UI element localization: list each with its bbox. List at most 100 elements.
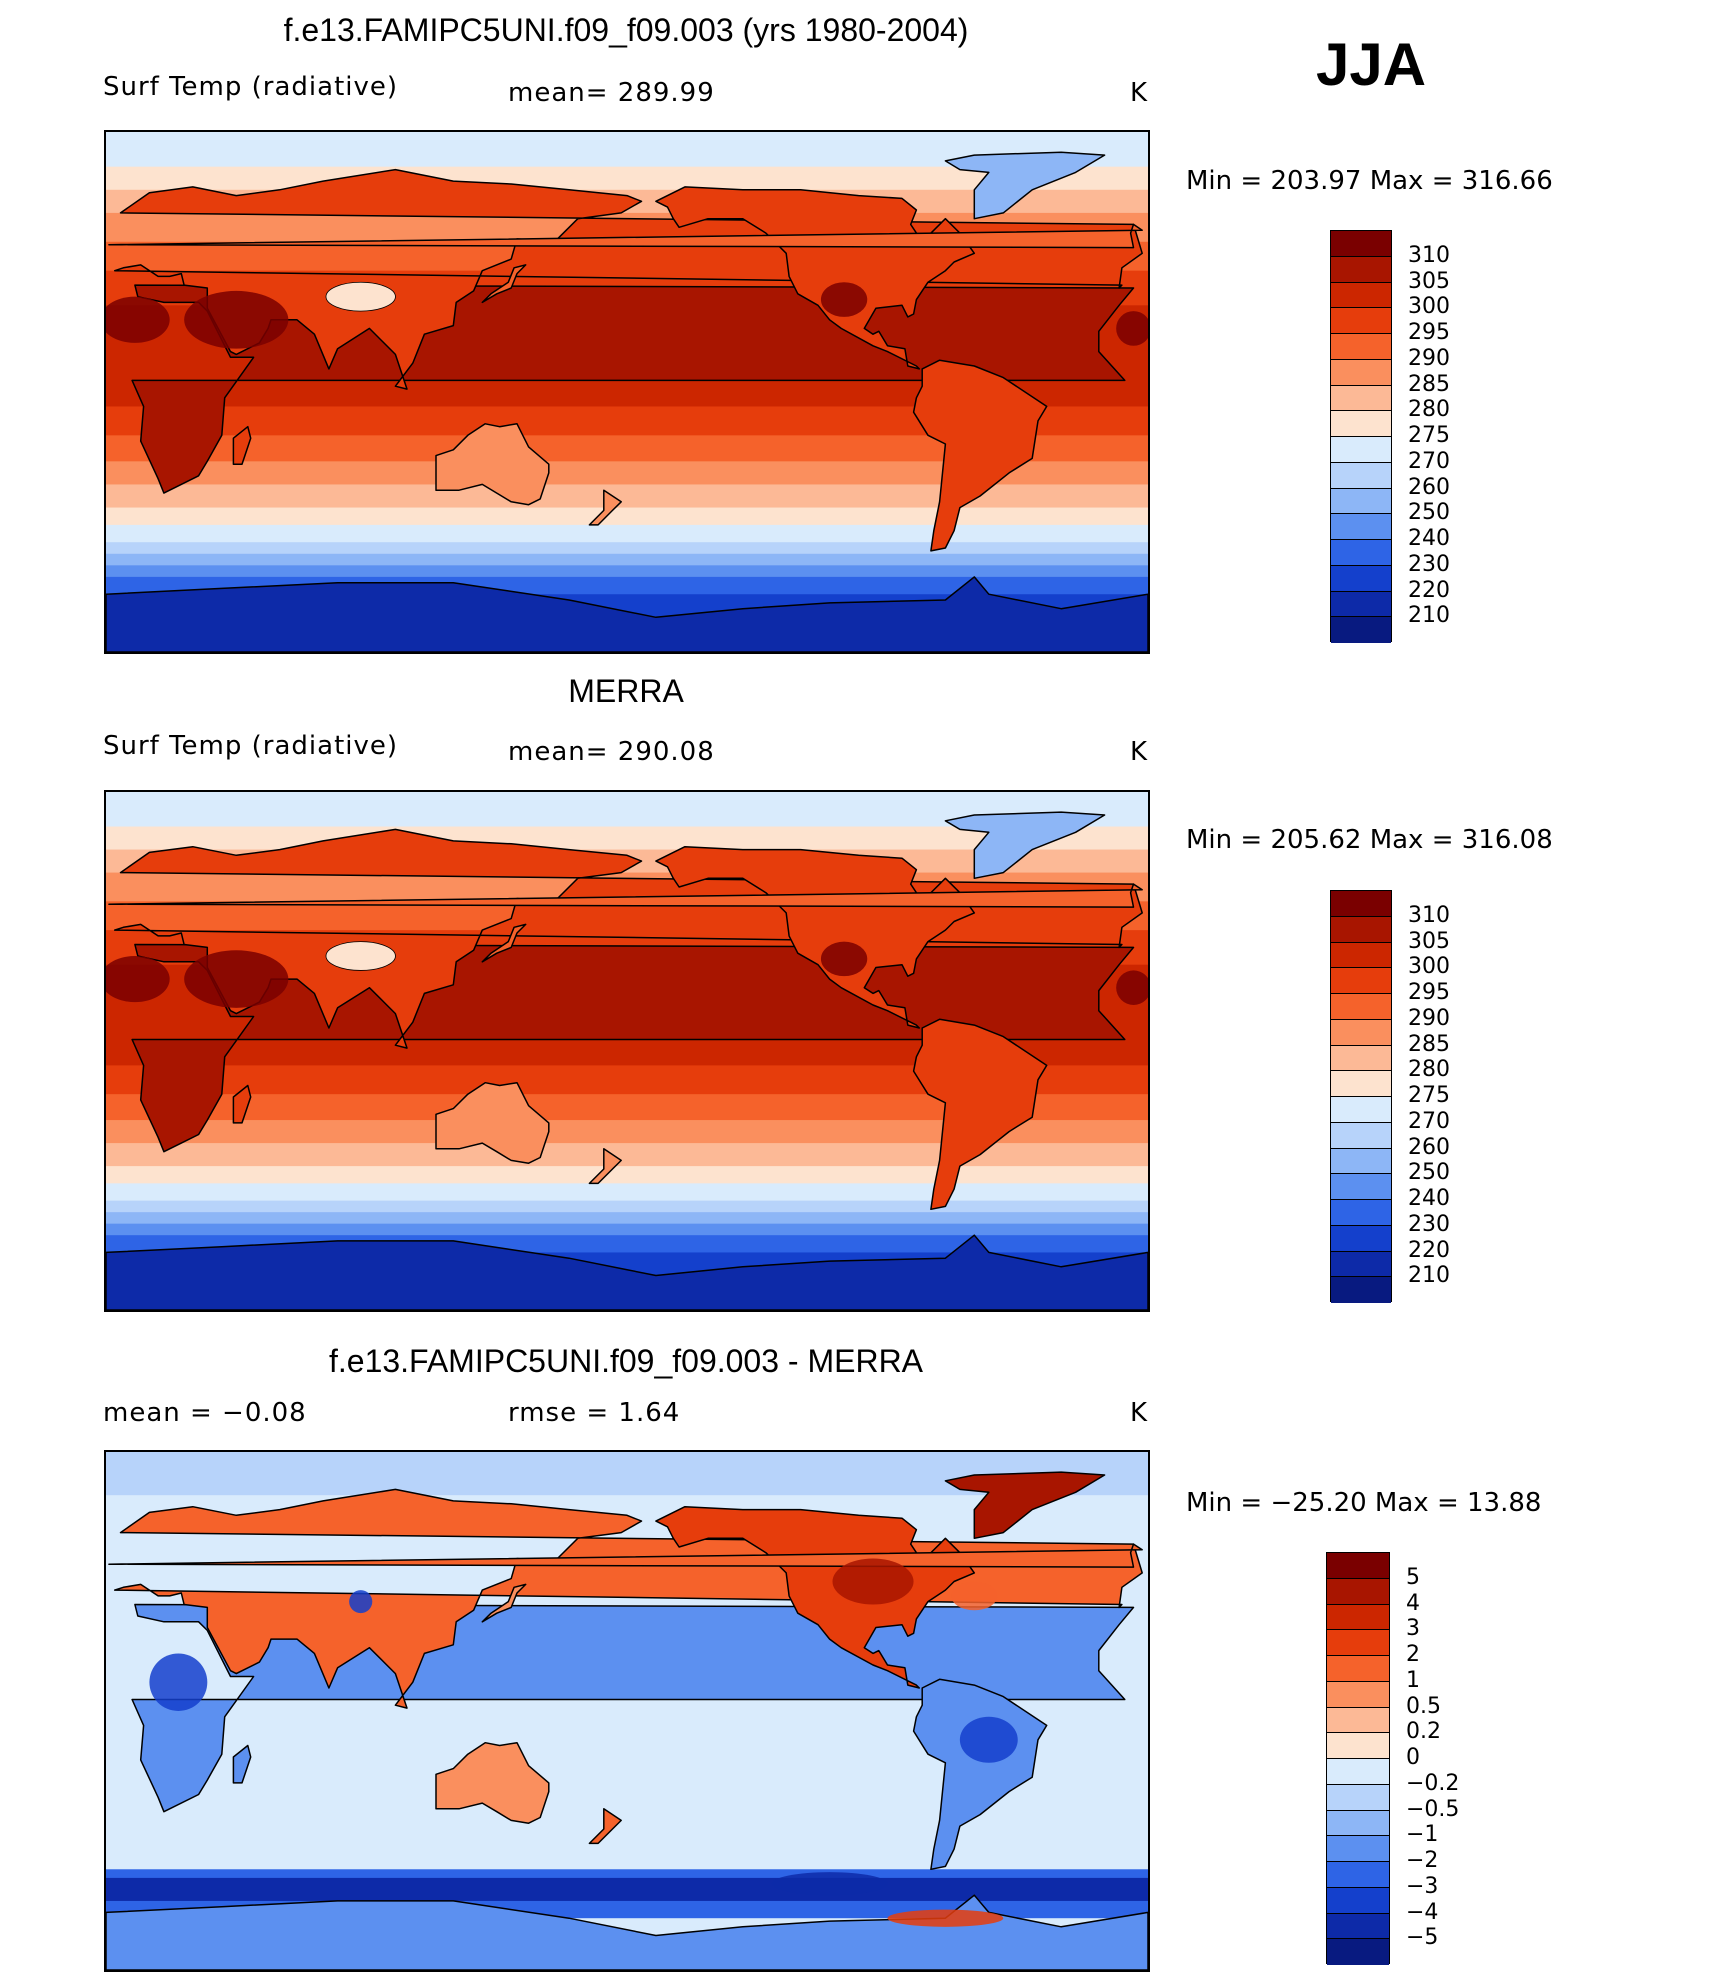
hotspot	[184, 950, 289, 1008]
colorbar-tick-label: 310	[1408, 242, 1450, 268]
coastline-madagascar	[232, 1744, 252, 1784]
anomaly-patch	[959, 1716, 1018, 1763]
panel-1-map-plot	[106, 132, 1148, 652]
coastline-s_america	[912, 1018, 1048, 1211]
colorbar-swatch	[1331, 942, 1391, 969]
field-band	[106, 1877, 1148, 1901]
colorbar-swatch	[1327, 1578, 1389, 1605]
coastline-nz	[588, 1808, 622, 1845]
panel-2-mean-label: mean= 290.08	[508, 737, 715, 767]
field-band	[106, 1120, 1148, 1144]
panel-1-title: f.e13.FAMIPC5UNI.f09_f09.003 (yrs 1980-2…	[283, 12, 969, 48]
field-band	[106, 1212, 1148, 1225]
colorbar-swatch	[1327, 1553, 1389, 1579]
field-band	[106, 1200, 1148, 1213]
colorbar-swatch	[1327, 1887, 1389, 1914]
colorbar-tick-label: 280	[1408, 1057, 1450, 1083]
field-band	[106, 1143, 1148, 1167]
colorbar-tick-label: −2	[1406, 1848, 1439, 1873]
field-band	[106, 565, 1148, 578]
colorbar-swatch	[1327, 1759, 1389, 1785]
coastline-antarctica	[106, 1234, 1148, 1310]
hotspot	[820, 282, 868, 317]
colorbar-tick-label: −1	[1406, 1822, 1439, 1848]
hotspot	[820, 941, 868, 977]
coastline-nz	[588, 489, 622, 526]
panel-1-map	[104, 130, 1150, 654]
coastline-uk	[108, 223, 1143, 249]
colorbar-tick-label: 295	[1408, 980, 1450, 1005]
panel-2-minmax: Min = 205.62 Max = 316.08	[1186, 825, 1553, 855]
colorbar-tick-label: 230	[1408, 1211, 1450, 1237]
field-band	[106, 542, 1148, 555]
colorbar-swatch	[1331, 256, 1391, 283]
colorbar-swatch	[1331, 1277, 1391, 1303]
panel-2-colorbar	[1330, 890, 1392, 1303]
colorbar-swatch	[1331, 334, 1391, 360]
anomaly-patch	[832, 1558, 914, 1605]
panel-1-variable-label: Surf Temp (radiative)	[103, 72, 399, 102]
colorbar-swatch	[1331, 591, 1391, 618]
colorbar-swatch	[1331, 1071, 1391, 1097]
colorbar-swatch	[1331, 462, 1391, 489]
colorbar-swatch	[1327, 1939, 1389, 1965]
hotspot	[1116, 970, 1148, 1005]
panel-2-variable-label: Surf Temp (radiative)	[103, 731, 399, 761]
anomaly-patch	[149, 1653, 208, 1711]
panel-2-map	[104, 790, 1150, 1312]
colorbar-swatch	[1331, 1097, 1391, 1123]
colorbar-tick-label: 295	[1408, 320, 1450, 345]
colorbar-tick-label: 305	[1408, 268, 1450, 294]
colorbar-swatch	[1327, 1836, 1389, 1862]
colorbar-tick-label: −5	[1406, 1925, 1439, 1951]
colorbar-tick-label: 210	[1408, 1263, 1450, 1289]
colorbar-swatch	[1331, 1251, 1391, 1278]
colorbar-swatch	[1331, 1174, 1391, 1200]
colorbar-tick-label: 300	[1408, 954, 1450, 980]
colorbar-swatch	[1331, 994, 1391, 1020]
coastline-n_america	[655, 1505, 976, 1689]
colorbar-tick-label: 285	[1408, 1031, 1450, 1057]
colorbar-swatch	[1331, 565, 1391, 592]
coastline-n_america	[655, 845, 976, 1029]
colorbar-tick-label: 220	[1408, 1237, 1450, 1263]
hotspot-layer	[106, 941, 1148, 1008]
coastline-australia	[435, 423, 550, 506]
colorbar-swatch	[1331, 1148, 1391, 1175]
colorbar-tick-label: 260	[1408, 1134, 1450, 1160]
colorbar-swatch	[1331, 385, 1391, 412]
coastline-nz	[588, 1148, 622, 1185]
colorbar-swatch	[1331, 1019, 1391, 1046]
colorbar-tick-label: 270	[1408, 1108, 1450, 1134]
field-band	[106, 1223, 1148, 1236]
colorbar-tick-label: 220	[1408, 577, 1450, 603]
colorbar-tick-label: 240	[1408, 526, 1450, 551]
anomaly-patch	[349, 1590, 373, 1614]
coastline-antarctica	[106, 1894, 1148, 1970]
colorbar-swatch	[1327, 1681, 1389, 1708]
colorbar-swatch	[1331, 617, 1391, 643]
panel-3-title: f.e13.FAMIPC5UNI.f09_f09.003 - MERRA	[328, 1343, 924, 1379]
coastline-japan	[481, 264, 527, 304]
colorbar-swatch	[1331, 411, 1391, 437]
coastline-greenland	[944, 811, 1106, 880]
colorbar-swatch	[1331, 1045, 1391, 1072]
panel-3-map-plot	[106, 1452, 1148, 1970]
field-band	[106, 553, 1148, 566]
panel-1-unit-label: K	[1130, 78, 1149, 108]
season-label: JJA	[1316, 31, 1427, 98]
colorbar-tick-label: 280	[1408, 397, 1450, 423]
colorbar-swatch	[1327, 1707, 1389, 1734]
colorbar-tick-label: 300	[1408, 294, 1450, 320]
colorbar-swatch	[1331, 1225, 1391, 1252]
hotspot-layer	[106, 281, 1148, 349]
field-band	[106, 524, 1148, 543]
colorbar-tick-label: 285	[1408, 371, 1450, 397]
colorbar-tick-label: −0.5	[1406, 1796, 1460, 1822]
panel-3-map	[104, 1450, 1150, 1972]
colorbar-tick-label: 5	[1406, 1564, 1420, 1590]
coastline-greenland	[944, 151, 1106, 220]
colorbar-swatch	[1331, 1122, 1391, 1149]
hotspot	[106, 956, 170, 1003]
hotspot	[1116, 311, 1148, 346]
